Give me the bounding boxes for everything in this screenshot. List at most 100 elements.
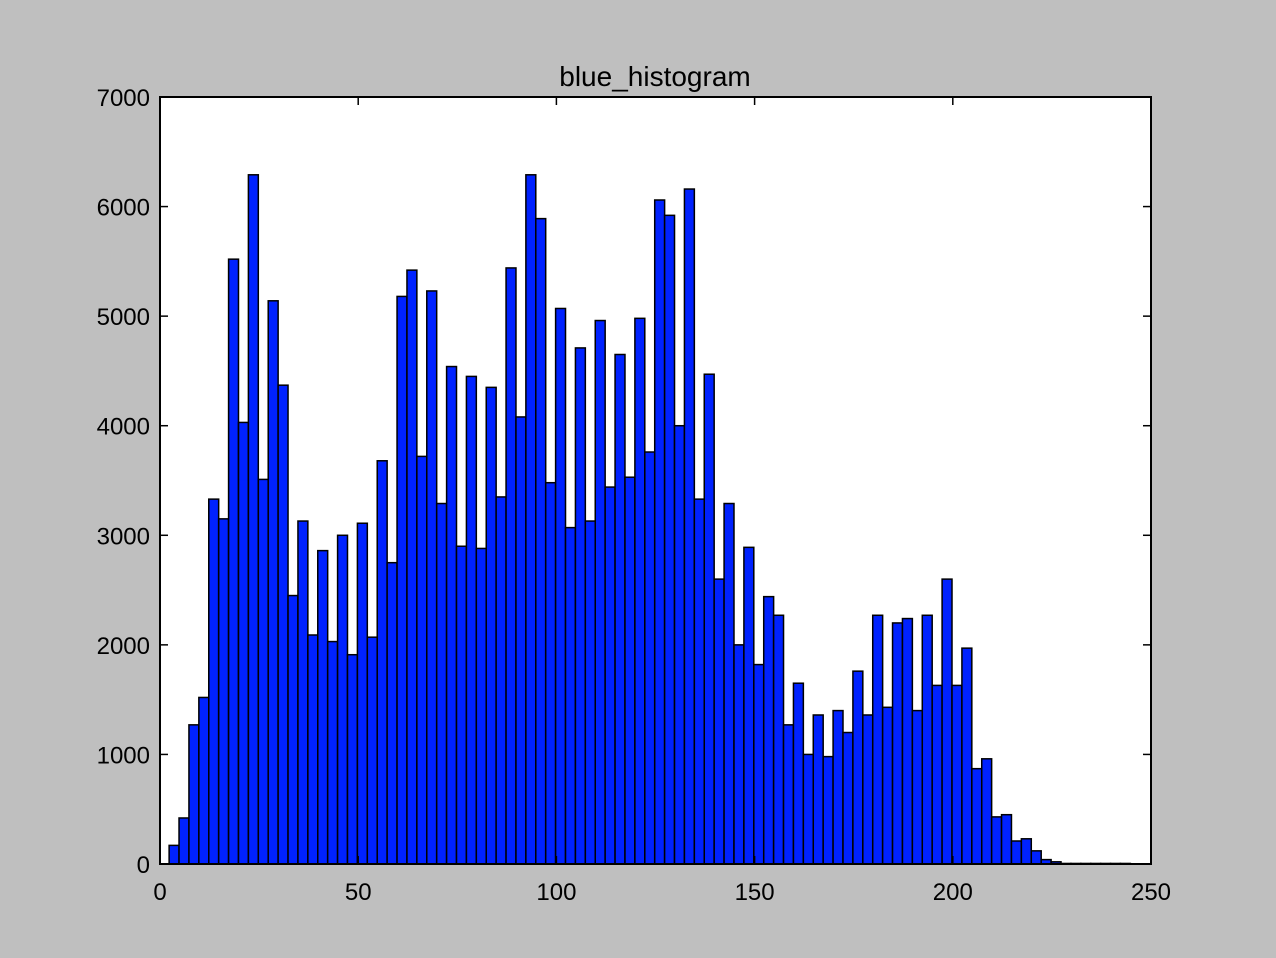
histogram-bar xyxy=(644,451,656,865)
histogram-bar xyxy=(326,640,339,865)
y-tick-label: 2000 xyxy=(97,633,150,660)
histogram-bar xyxy=(396,295,408,865)
histogram-bar xyxy=(406,269,418,865)
histogram-bar xyxy=(475,547,487,865)
histogram-bar xyxy=(663,214,676,865)
y-tick-label: 4000 xyxy=(97,414,150,441)
x-tick-label: 0 xyxy=(153,879,166,906)
histogram-bar xyxy=(822,755,834,865)
histogram-bar xyxy=(1030,850,1042,865)
histogram-bar xyxy=(762,595,775,865)
histogram-bar xyxy=(713,578,725,865)
histogram-bar xyxy=(604,486,616,865)
histogram-bar xyxy=(1010,840,1023,865)
histogram-bar xyxy=(356,522,369,865)
histogram-bar xyxy=(435,502,448,865)
histogram-bar xyxy=(753,663,765,865)
histogram-bar xyxy=(723,502,735,865)
x-tick-label: 250 xyxy=(1131,879,1171,906)
histogram-bar xyxy=(237,421,250,865)
x-tick-label: 100 xyxy=(536,879,576,906)
histogram-bar xyxy=(178,817,190,865)
histogram-bar xyxy=(505,267,517,865)
y-tick-label: 3000 xyxy=(97,523,150,550)
histogram-bar xyxy=(911,709,924,865)
histogram-bar xyxy=(862,714,874,865)
histogram-bar xyxy=(871,614,884,865)
x-tick-label: 50 xyxy=(345,879,372,906)
histogram-bar xyxy=(703,373,715,865)
histogram-bar xyxy=(891,622,904,865)
histogram-bar xyxy=(297,520,309,865)
histogram-bar xyxy=(416,455,428,865)
y-tick-label: 7000 xyxy=(97,85,150,112)
histogram-bar xyxy=(287,594,299,865)
histogram-bar xyxy=(653,199,666,865)
histogram-bar xyxy=(198,696,210,865)
histogram-bar xyxy=(901,617,914,865)
histogram-bar xyxy=(426,290,438,865)
histogram-bar xyxy=(743,546,755,865)
histogram-bar xyxy=(584,520,596,865)
histogram-bar xyxy=(307,634,319,865)
histogram-bar xyxy=(842,731,854,865)
histogram-bar xyxy=(921,614,933,865)
histogram-bar xyxy=(1000,813,1013,865)
histogram-bar xyxy=(832,709,844,865)
histogram-bar xyxy=(782,724,795,865)
histogram-bar xyxy=(227,258,240,865)
y-tick-label: 5000 xyxy=(97,304,150,331)
histogram-bar xyxy=(465,375,478,865)
histogram-bar xyxy=(277,384,289,865)
y-tick-labels: 0 1000 2000 3000 4000 5000 6000 7000 xyxy=(97,85,150,879)
histogram-bar xyxy=(772,614,785,865)
histogram-bar xyxy=(346,653,359,865)
histogram-bar xyxy=(336,534,349,865)
histogram-bar xyxy=(515,416,527,865)
histogram-bar xyxy=(554,307,567,865)
histogram-bar xyxy=(990,816,1003,865)
histogram-bar xyxy=(564,526,577,865)
histogram-bar xyxy=(733,644,745,865)
y-tick-label: 6000 xyxy=(97,195,150,222)
histogram-bar xyxy=(455,545,468,865)
histogram-bar xyxy=(386,561,398,865)
histogram-bar xyxy=(445,365,458,865)
histogram-bar xyxy=(693,498,706,865)
y-tick-label: 0 xyxy=(137,852,150,879)
histogram-bar xyxy=(683,188,696,865)
histogram-bar xyxy=(574,347,587,865)
histogram-bar xyxy=(792,682,805,865)
histogram-bar xyxy=(980,758,993,865)
histogram-bar xyxy=(951,684,963,865)
histogram-bar xyxy=(614,353,626,865)
histogram-bar xyxy=(812,714,824,865)
histogram-bar xyxy=(168,844,180,865)
histogram-bar xyxy=(673,424,686,865)
histogram-bar xyxy=(366,636,378,865)
chart-title: blue_histogram xyxy=(559,61,750,92)
histogram-bar xyxy=(317,549,329,865)
histogram-bar xyxy=(525,174,537,865)
histogram-bar xyxy=(495,496,507,865)
x-tick-label: 150 xyxy=(735,879,775,906)
histogram-bar xyxy=(594,319,606,865)
histogram-bar xyxy=(267,300,279,865)
histogram-bar xyxy=(1020,838,1033,865)
histogram-bar xyxy=(881,706,894,865)
histogram-bar xyxy=(247,174,260,865)
histogram-bar xyxy=(802,753,815,865)
histogram-bar xyxy=(634,317,646,865)
x-tick-label: 200 xyxy=(933,879,973,906)
histogram-bar xyxy=(971,767,983,865)
histogram-bar xyxy=(257,478,269,865)
histogram-bar xyxy=(544,481,557,865)
histogram-bar xyxy=(376,460,388,865)
histogram-bar xyxy=(931,684,943,865)
histogram-bar xyxy=(217,518,230,865)
x-tick-labels: 0 50 100 150 200 250 xyxy=(153,879,1171,906)
histogram-bar xyxy=(941,578,953,865)
histogram-bar xyxy=(961,647,973,865)
plot-frame xyxy=(159,96,1152,865)
